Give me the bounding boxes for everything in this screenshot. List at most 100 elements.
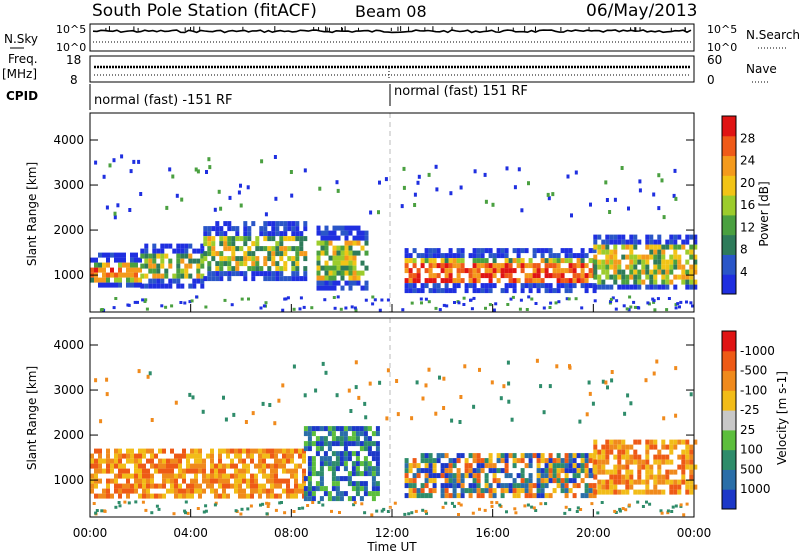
power-cell	[605, 239, 610, 245]
velocity-near-cell	[666, 509, 670, 513]
power-cell	[536, 268, 541, 274]
velocity-cell	[476, 478, 481, 484]
velocity-cell	[242, 488, 246, 494]
power-cell	[324, 230, 329, 236]
velocity-cell	[428, 458, 433, 464]
power-scatter-cell	[434, 164, 438, 169]
power-cell	[492, 263, 497, 269]
velocity-near-cell	[265, 501, 269, 505]
power-near-cell	[665, 308, 669, 312]
velocity-cell	[504, 463, 509, 469]
power-cell	[520, 283, 525, 289]
power-cell	[275, 246, 280, 252]
power-cell	[677, 274, 682, 280]
velocity-cell	[202, 478, 206, 484]
velocity-cell	[166, 468, 170, 474]
velocity-near-cell	[457, 501, 461, 505]
velocity-cell	[468, 463, 473, 469]
velocity-near-cell	[118, 504, 122, 508]
power-cell	[287, 246, 292, 252]
power-cell	[645, 284, 650, 290]
velocity-cell	[331, 466, 336, 472]
power-cell	[412, 258, 417, 264]
power-near-cell	[302, 305, 306, 309]
power-scatter-cell	[205, 170, 208, 174]
velocity-cell	[552, 463, 557, 469]
power-cell	[184, 263, 189, 269]
power-cell	[299, 241, 304, 247]
velocity-cell	[657, 479, 662, 485]
velocity-cell	[258, 483, 262, 489]
power-cell	[168, 263, 173, 269]
velocity-cell	[548, 458, 553, 464]
power-cell	[164, 268, 169, 274]
power-cell	[412, 263, 417, 269]
power-cell	[118, 252, 122, 258]
freq-panel-frame	[89, 55, 695, 83]
power-near-cell	[679, 300, 683, 304]
velocity-cell	[440, 488, 445, 494]
velocity-near-cell	[292, 510, 296, 513]
velocity-cell	[524, 488, 529, 494]
velocity-cell	[118, 483, 122, 489]
velocity-scatter-cell	[629, 401, 633, 406]
velocity-near-cell	[213, 503, 217, 507]
velocity-near-cell	[564, 505, 568, 509]
velocity-cell	[476, 493, 481, 499]
velocity-cell	[90, 463, 94, 469]
power-cell	[356, 280, 361, 286]
power-cell	[287, 226, 292, 232]
colorbar-tick-label: 12	[740, 220, 755, 234]
velocity-scatter-cell	[363, 401, 367, 406]
power-cell	[625, 279, 630, 285]
power-cell	[556, 253, 561, 259]
velocity-cell	[516, 493, 521, 499]
velocity-cell	[428, 468, 433, 474]
velocity-cell	[621, 474, 626, 480]
power-scatter-cell	[652, 192, 656, 197]
power-near-cell	[344, 306, 348, 310]
velocity-cell	[448, 468, 453, 474]
power-cell	[328, 240, 333, 246]
power-cell	[316, 225, 321, 231]
velocity-cell	[359, 486, 364, 492]
velocity-cell	[254, 473, 258, 479]
power-near-cell	[609, 300, 613, 303]
velocity-cell	[665, 474, 670, 480]
velocity-near-cell	[425, 511, 428, 515]
power-near-cell	[518, 307, 522, 311]
velocity-cell	[142, 448, 146, 454]
velocity-cell	[371, 486, 376, 492]
power-cell	[295, 231, 300, 237]
velocity-cell	[617, 479, 622, 485]
power-scatter-cell	[219, 206, 223, 211]
power-cell	[324, 265, 329, 271]
velocity-cell	[198, 448, 202, 454]
power-cell	[106, 252, 110, 258]
power-cell	[275, 266, 280, 272]
velocity-scatter-cell	[364, 415, 368, 420]
velocity-cell	[564, 473, 569, 479]
velocity-cell	[246, 468, 250, 474]
velocity-cell	[331, 471, 336, 477]
velocity-cell	[560, 458, 565, 464]
power-cell	[432, 278, 437, 284]
velocity-cell	[194, 488, 198, 494]
velocity-cell	[250, 488, 254, 494]
power-cell	[484, 268, 489, 274]
velocity-cell	[331, 496, 336, 502]
velocity-cell	[363, 481, 368, 487]
power-cell	[122, 272, 126, 278]
velocity-cell	[412, 473, 417, 479]
power-cell	[243, 231, 248, 237]
power-cell	[283, 221, 288, 227]
velocity-cell	[355, 471, 360, 477]
power-cell	[291, 271, 296, 277]
velocity-cell	[649, 469, 654, 475]
velocity-cell	[613, 439, 618, 445]
power-cell	[476, 273, 481, 279]
velocity-scatter-cell	[510, 417, 514, 422]
velocity-cell	[331, 431, 336, 437]
velocity-cell	[492, 478, 497, 484]
velocity-near-cell	[266, 505, 270, 508]
